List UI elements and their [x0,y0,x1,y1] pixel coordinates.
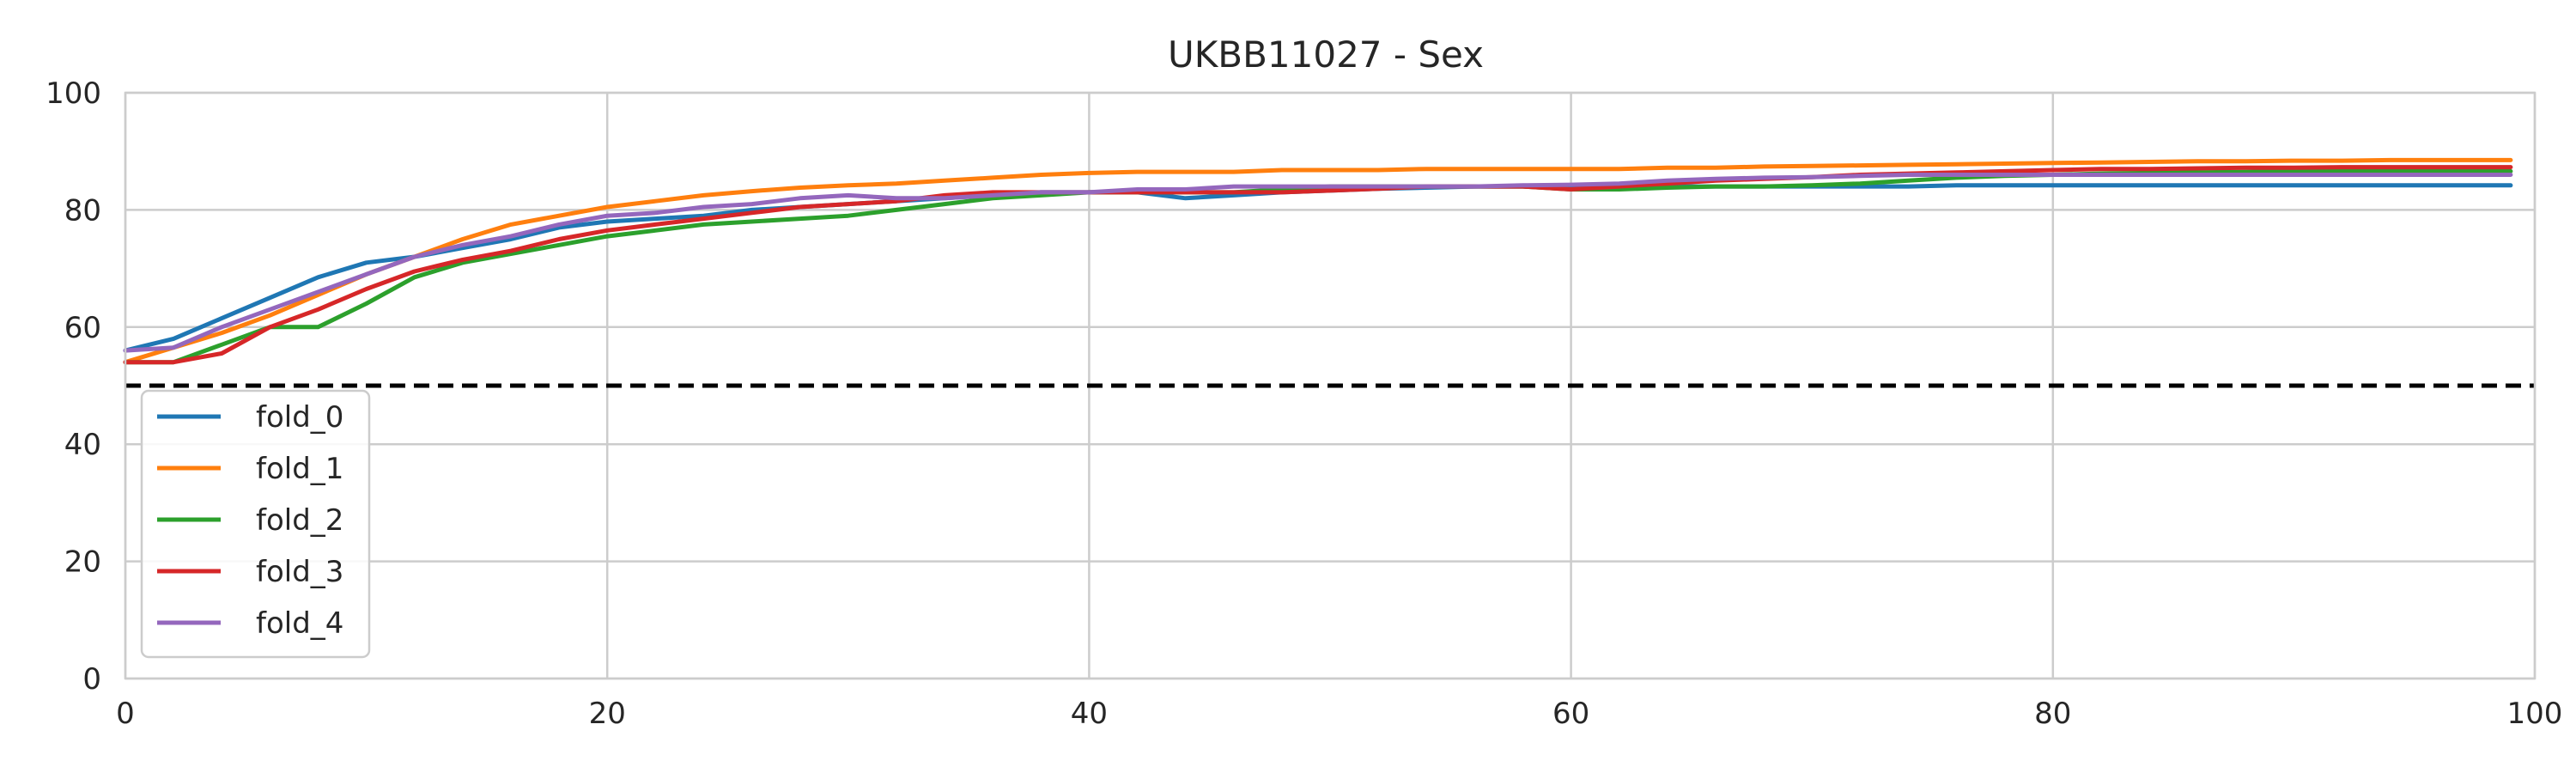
chart-title: UKBB11027 - Sex [1168,33,1484,76]
y-tick-label: 100 [46,76,101,111]
legend-label: fold_0 [256,400,343,435]
legend-label: fold_4 [256,606,343,641]
legend-label: fold_1 [256,452,343,486]
x-tick-label: 20 [589,697,626,731]
y-tick-label: 80 [64,193,101,228]
series-line-fold_4 [123,173,2513,353]
y-tick-label: 60 [64,311,101,345]
x-axis-ticks: 0 20 40 60 80 100 [116,697,2562,731]
series-line-fold_1 [123,157,2513,365]
legend-box [140,389,371,659]
legend-label: fold_3 [256,555,343,589]
y-tick-label: 0 [82,662,101,697]
x-tick-label: 80 [2034,697,2071,731]
plot-frame [124,91,2537,680]
series-line-fold_2 [123,168,2513,365]
y-tick-label: 40 [64,428,101,462]
series-group [123,157,2513,365]
x-tick-label: 100 [2507,697,2563,731]
legend: fold_0 fold_1 fold_2 fold_3 fold_4 [140,389,371,659]
series-line-fold_3 [123,165,2513,365]
x-tick-label: 60 [1552,697,1589,731]
x-tick-label: 0 [116,697,135,731]
legend-label: fold_2 [256,503,343,538]
x-tick-label: 40 [1071,697,1108,731]
y-tick-label: 20 [64,545,101,580]
y-axis-ticks: 0 20 40 60 80 100 [46,76,101,697]
